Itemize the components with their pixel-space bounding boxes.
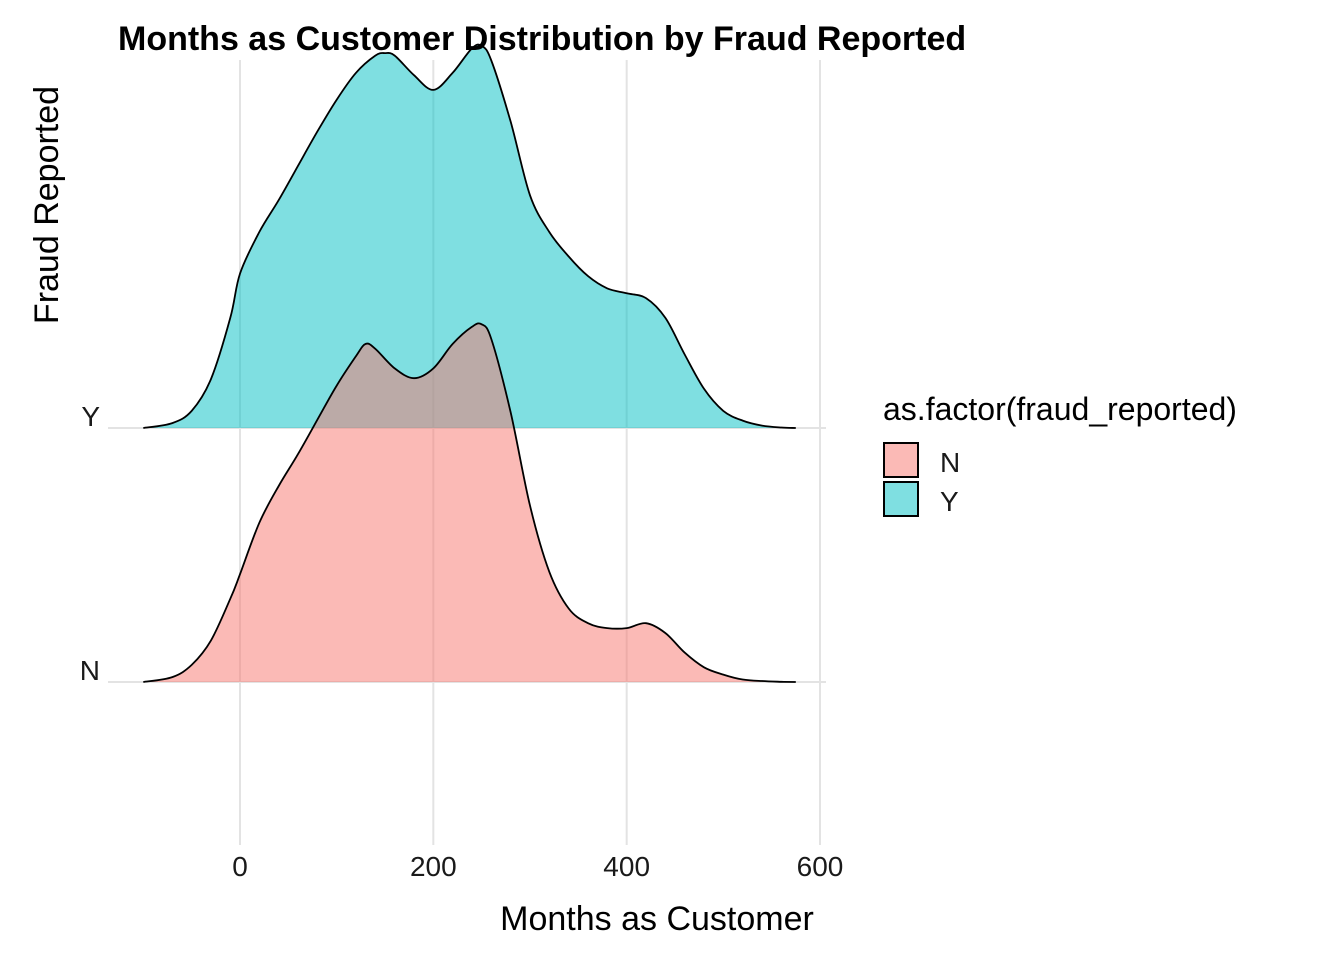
legend-label-y: Y [940, 486, 959, 517]
ridge-line-n [143, 322, 796, 683]
ridge-layer [143, 43, 796, 683]
ridge-area-y [143, 44, 796, 429]
y-axis-title: Fraud Reported [28, 86, 66, 324]
y-tick-label: N [80, 655, 100, 686]
tick-layer: 0 200 400 600 N Y [80, 401, 844, 882]
x-tick-label: 400 [603, 851, 650, 882]
x-axis-title: Months as Customer [500, 900, 814, 938]
x-tick-label: 0 [232, 851, 248, 882]
legend-label-n: N [940, 447, 960, 478]
legend-title: as.factor(fraud_reported) [883, 391, 1237, 427]
ridge-area-n [143, 323, 796, 682]
legend: as.factor(fraud_reported) N Y [883, 391, 1237, 517]
ridge-line-y [143, 43, 796, 429]
legend-swatch-n [883, 442, 919, 478]
x-tick-label: 600 [797, 851, 844, 882]
y-tick-label: Y [81, 401, 100, 432]
legend-swatch-y [883, 481, 919, 517]
x-tick-label: 200 [410, 851, 457, 882]
chart-title: Months as Customer Distribution by Fraud… [118, 20, 966, 58]
